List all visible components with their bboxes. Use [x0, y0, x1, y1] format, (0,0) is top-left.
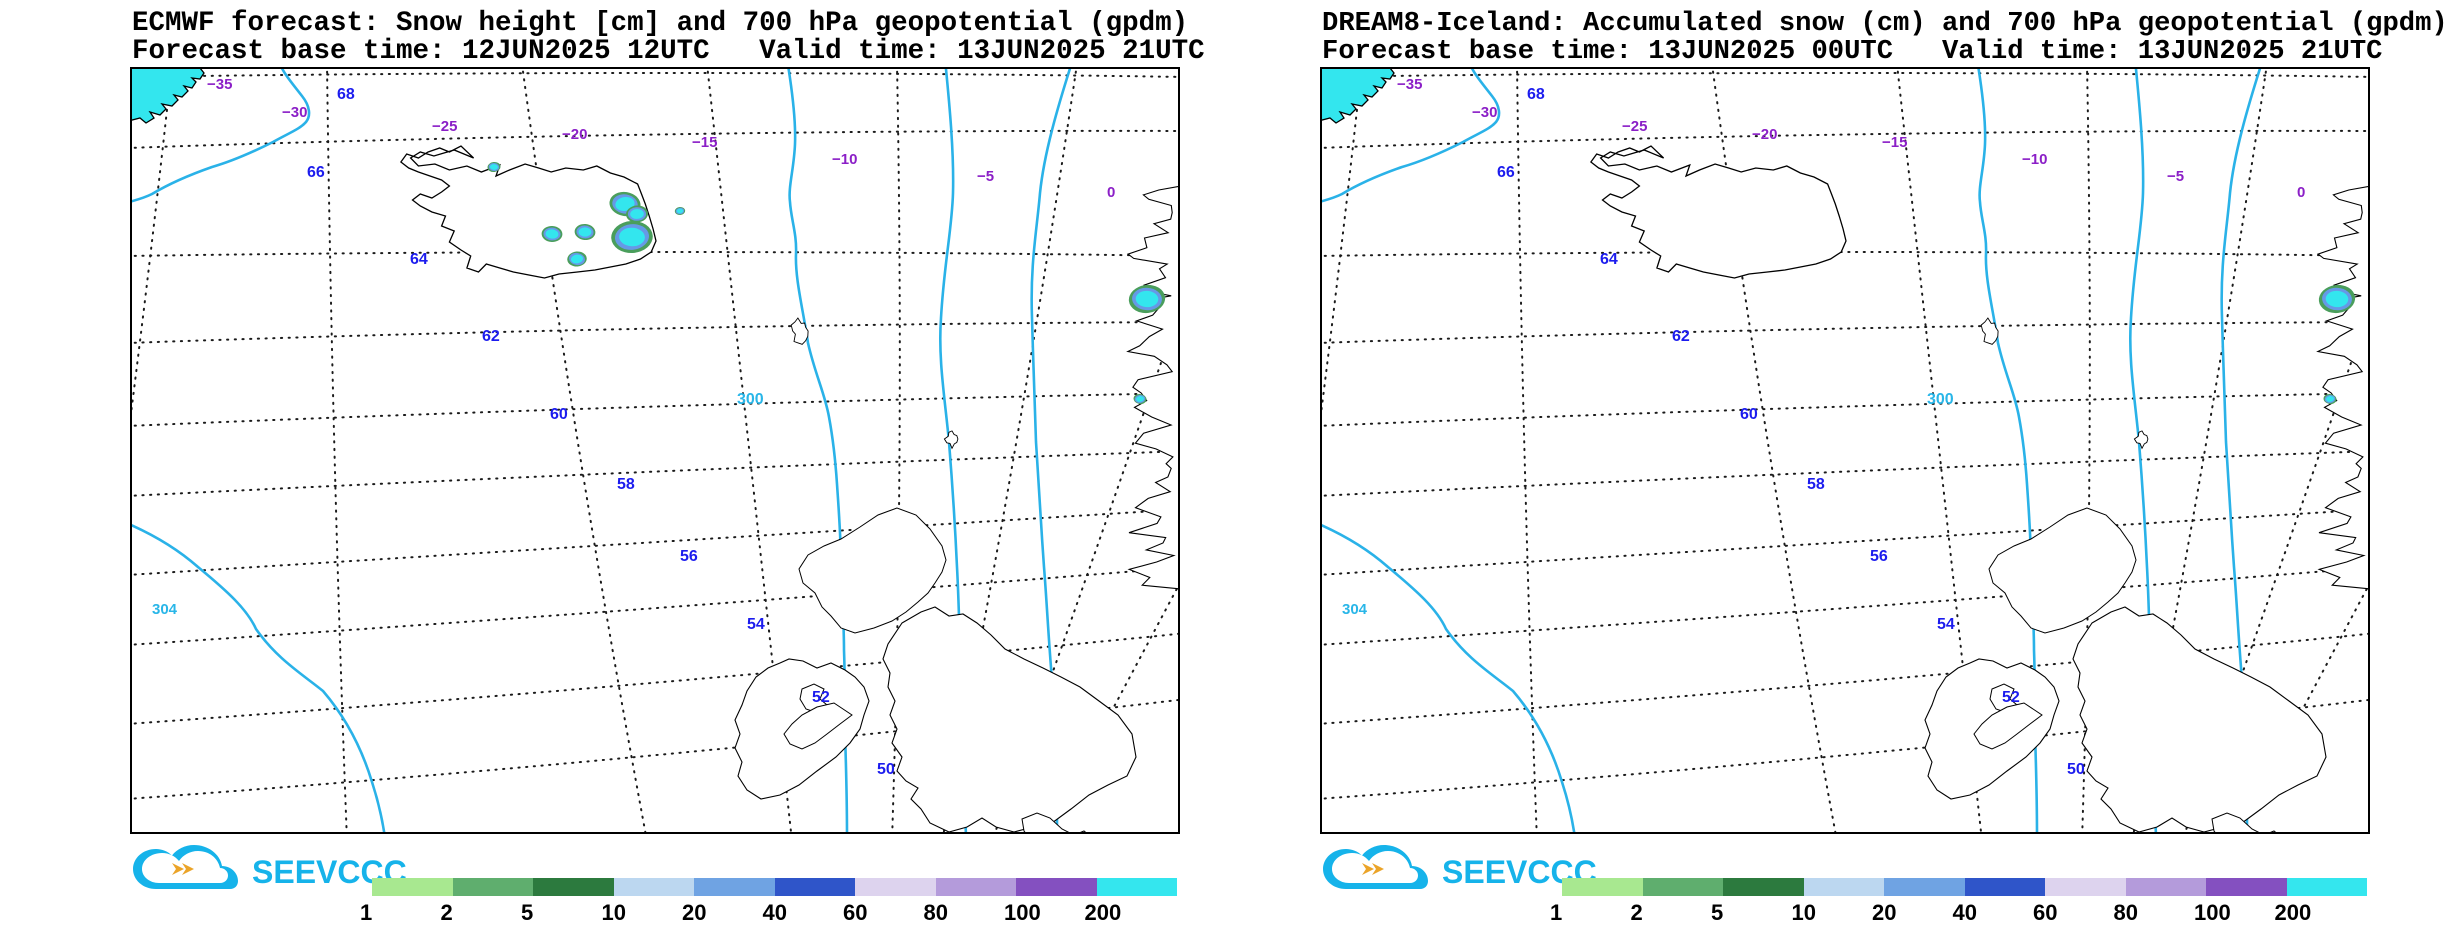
svg-text:−10: −10	[2022, 151, 2047, 168]
svg-text:50: 50	[2067, 761, 2085, 778]
svg-text:64: 64	[410, 251, 428, 268]
svg-text:64: 64	[1600, 251, 1618, 268]
svg-text:66: 66	[1497, 164, 1515, 181]
svg-text:−15: −15	[692, 134, 717, 151]
svg-text:−10: −10	[832, 151, 857, 168]
svg-text:−15: −15	[1882, 134, 1907, 151]
svg-text:−35: −35	[1397, 76, 1422, 93]
svg-text:304: 304	[152, 601, 178, 618]
svg-text:58: 58	[1807, 476, 1825, 493]
svg-text:0: 0	[1107, 184, 1115, 201]
svg-text:−5: −5	[2167, 168, 2184, 185]
svg-text:56: 56	[1870, 548, 1888, 565]
svg-text:68: 68	[1527, 86, 1545, 103]
svg-text:62: 62	[1672, 328, 1690, 345]
svg-text:52: 52	[812, 689, 830, 706]
svg-text:54: 54	[1937, 616, 1955, 633]
svg-text:62: 62	[482, 328, 500, 345]
svg-text:304: 304	[1342, 601, 1368, 618]
svg-text:300: 300	[737, 391, 764, 408]
svg-text:60: 60	[550, 406, 568, 423]
svg-text:58: 58	[617, 476, 635, 493]
svg-text:−20: −20	[562, 126, 587, 143]
svg-text:66: 66	[307, 164, 325, 181]
svg-text:−30: −30	[282, 104, 307, 121]
svg-text:56: 56	[680, 548, 698, 565]
svg-text:−25: −25	[1622, 118, 1647, 135]
svg-text:−5: −5	[977, 168, 994, 185]
svg-text:68: 68	[337, 86, 355, 103]
svg-text:0: 0	[2297, 184, 2305, 201]
svg-text:52: 52	[2002, 689, 2020, 706]
svg-text:−35: −35	[207, 76, 232, 93]
svg-text:60: 60	[1740, 406, 1758, 423]
svg-text:50: 50	[877, 761, 895, 778]
svg-text:300: 300	[1927, 391, 1954, 408]
svg-text:−20: −20	[1752, 126, 1777, 143]
svg-text:54: 54	[747, 616, 765, 633]
svg-text:−30: −30	[1472, 104, 1497, 121]
svg-text:−25: −25	[432, 118, 457, 135]
